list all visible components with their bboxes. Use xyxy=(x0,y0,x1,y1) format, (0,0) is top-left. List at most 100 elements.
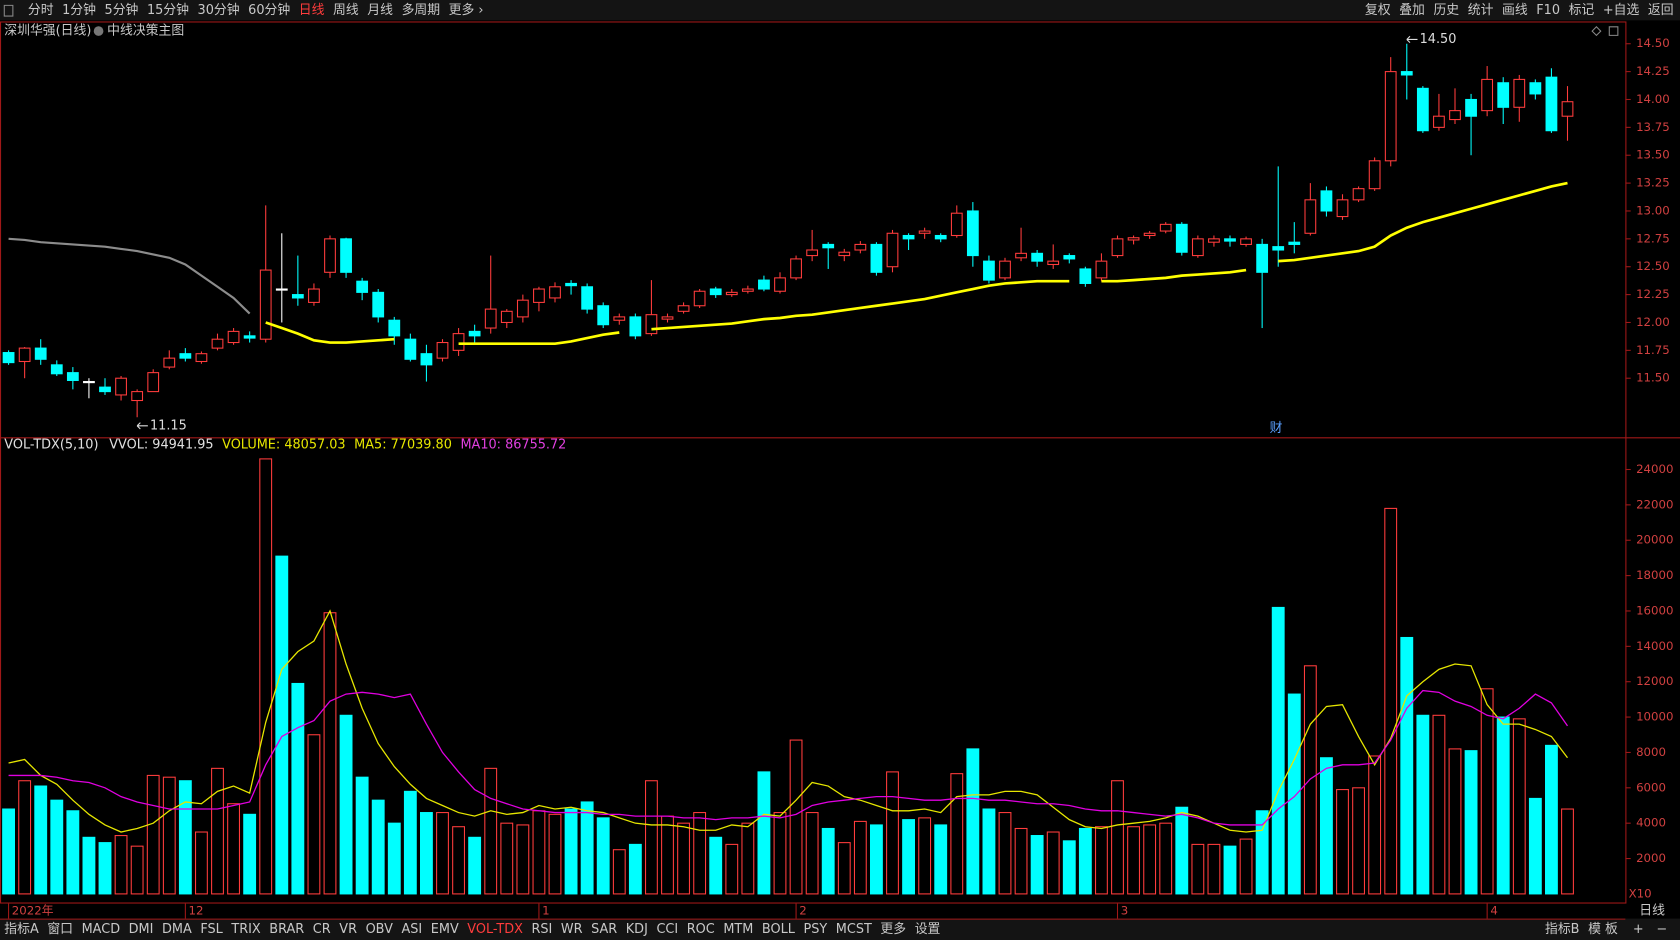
indicator-tab[interactable]: MCST xyxy=(836,922,872,937)
indicator-tab[interactable]: CR xyxy=(313,922,331,937)
period-tab[interactable]: 月线 xyxy=(367,3,393,18)
candle-body xyxy=(1127,237,1140,241)
chart-title: 深圳华强(日线) xyxy=(4,24,91,39)
finance-marker[interactable]: 财 xyxy=(1270,421,1283,436)
y-tick-label: 12.00 xyxy=(1636,315,1670,329)
period-tab[interactable]: 日线 xyxy=(299,3,325,18)
annotation-label: 14.50 xyxy=(1420,32,1457,47)
indicator-tab[interactable]: PSY xyxy=(803,922,827,937)
volume-bar xyxy=(1432,714,1446,895)
indicator-tab[interactable]: BOLL xyxy=(762,922,796,937)
indicator-tab[interactable]: CCI xyxy=(656,922,678,937)
volume-bar xyxy=(821,827,835,895)
candle-body xyxy=(1031,252,1044,262)
y-tick-label: 14.00 xyxy=(1636,92,1670,106)
zoom-in[interactable]: + xyxy=(1633,922,1644,937)
period-tab[interactable]: 1分钟 xyxy=(62,2,96,18)
indicator-tab[interactable]: DMI xyxy=(129,922,154,937)
template-tab[interactable]: 指标B xyxy=(1545,922,1579,937)
panel-icons[interactable] xyxy=(1591,26,1619,37)
volume-bar xyxy=(628,843,642,895)
volume-bar xyxy=(1448,748,1462,895)
bottom-toolbar xyxy=(0,918,1680,940)
period-tab[interactable]: 多周期 xyxy=(402,3,441,18)
indicator-tab[interactable]: FSL xyxy=(200,922,223,937)
volume-bar xyxy=(1561,808,1574,895)
indicator-tab[interactable]: MACD xyxy=(82,922,121,937)
tool-button[interactable]: F10 xyxy=(1536,3,1560,18)
candle-body xyxy=(66,372,79,381)
indicator-tab[interactable]: 指标A xyxy=(4,922,39,937)
volume-bar xyxy=(34,785,48,895)
tool-button[interactable]: 叠加 xyxy=(1399,3,1425,18)
candle-body xyxy=(1529,82,1542,95)
indicator-tab[interactable]: KDJ xyxy=(626,922,648,937)
indicator-tab[interactable]: 窗口 xyxy=(47,921,73,937)
candle-body xyxy=(1191,238,1204,257)
volume-bar xyxy=(1271,606,1285,895)
indicator-tab[interactable]: SAR xyxy=(591,922,617,937)
tool-button[interactable]: 返回 xyxy=(1648,3,1674,18)
period-tab[interactable]: 周线 xyxy=(333,3,359,18)
indicator-tab[interactable]: VR xyxy=(339,922,357,937)
tool-button[interactable]: 统计 xyxy=(1468,3,1494,18)
tool-button[interactable]: 画线 xyxy=(1502,3,1528,18)
volume-bar xyxy=(82,836,96,895)
indicator-tab[interactable]: DMA xyxy=(162,922,192,937)
y-tick-label: 2000 xyxy=(1636,851,1666,865)
period-tab[interactable]: 更多 › xyxy=(449,3,484,18)
x-tick-label: 2022年 xyxy=(12,904,54,918)
volume-bar xyxy=(580,801,594,895)
candle-body xyxy=(468,330,481,337)
tool-button[interactable]: 标记 xyxy=(1569,3,1595,18)
candle-body xyxy=(533,288,545,303)
y-tick-label: 14.50 xyxy=(1636,36,1670,50)
indicator-tab[interactable]: TRIX xyxy=(230,922,261,937)
indicator-tab[interactable]: 更多 xyxy=(880,922,906,937)
period-tab[interactable]: 15分钟 xyxy=(147,2,189,18)
period-tab[interactable]: 分时 xyxy=(28,3,54,18)
volume-bar xyxy=(1320,757,1333,895)
candle-body xyxy=(1513,78,1526,108)
candle-body xyxy=(291,294,304,299)
indicator-tab[interactable]: RSI xyxy=(531,922,552,937)
candle-body xyxy=(179,353,192,359)
candle-body xyxy=(243,335,256,339)
candle-body xyxy=(629,316,642,337)
volume-bar xyxy=(243,813,257,895)
volume-bar xyxy=(18,780,32,895)
tool-button[interactable]: 历史 xyxy=(1433,3,1459,18)
volume-bar xyxy=(950,773,964,895)
indicator-tab[interactable]: ROC xyxy=(687,922,715,937)
y-tick-label: 13.50 xyxy=(1636,148,1670,162)
plot-frame xyxy=(0,21,1627,904)
side-period[interactable]: 日线 xyxy=(1639,904,1665,919)
period-tab[interactable]: 5分钟 xyxy=(105,2,139,18)
candle-body xyxy=(1175,223,1188,253)
volume-bar xyxy=(1046,831,1060,895)
indicator-tab[interactable]: MTM xyxy=(723,922,753,937)
y-tick-label: 18000 xyxy=(1636,568,1673,582)
volume-bar xyxy=(1078,827,1092,895)
indicator-tab[interactable]: WR xyxy=(561,922,583,937)
indicator-tab[interactable]: 设置 xyxy=(915,922,941,937)
candle-body xyxy=(1449,110,1461,121)
period-tab[interactable]: 60分钟 xyxy=(248,2,290,18)
template-tab[interactable]: 模 板 xyxy=(1588,922,1618,937)
tool-button[interactable]: 复权 xyxy=(1365,2,1391,18)
candle-body xyxy=(1400,71,1413,76)
candle-body xyxy=(1384,71,1397,162)
window-icon[interactable] xyxy=(3,4,14,17)
indicator-tab[interactable]: ASI xyxy=(401,922,422,937)
candle-body xyxy=(709,288,722,296)
volume-bar xyxy=(227,803,240,895)
period-tab[interactable]: 30分钟 xyxy=(198,2,240,18)
indicator-tab[interactable]: EMV xyxy=(431,922,459,937)
tool-button[interactable]: +自选 xyxy=(1603,3,1640,18)
indicator-tab[interactable]: OBV xyxy=(366,922,394,937)
indicator-tab[interactable]: VOL-TDX xyxy=(467,922,523,937)
indicator-tab[interactable]: BRAR xyxy=(269,922,304,937)
volume-bar xyxy=(419,812,433,895)
candle-body xyxy=(1336,199,1349,218)
zoom-out[interactable]: − xyxy=(1656,922,1667,937)
